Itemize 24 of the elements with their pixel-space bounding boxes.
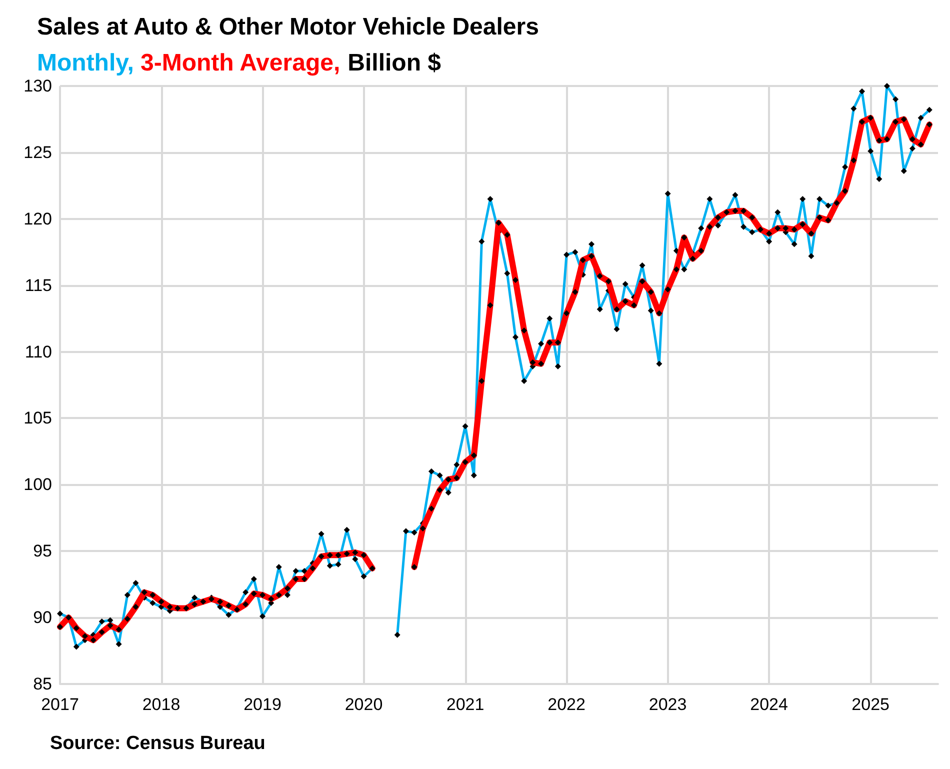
y-tick-label: 110 (24, 342, 52, 362)
text: Monthly, (37, 50, 134, 76)
y-tick-label: 125 (24, 142, 52, 162)
y-tick-label: 90 (33, 608, 52, 628)
x-tick-label: 2020 (344, 695, 383, 714)
y-tick-label: 105 (24, 408, 52, 428)
y-tick-label: 85 (33, 674, 52, 694)
chart-subtitle: Billion $ (341, 50, 442, 76)
x-tick-label: 2024 (750, 695, 788, 714)
x-tick-label: 2021 (446, 695, 484, 714)
x-tick-label: 2025 (852, 695, 890, 714)
x-tick-label: 2018 (142, 695, 180, 714)
text: 3-Month Average, (140, 50, 340, 76)
y-tick-label: 120 (24, 209, 52, 228)
y-tick-label: 95 (33, 542, 52, 561)
y-tick-label: 100 (24, 475, 52, 494)
y-tick-label: 130 (24, 76, 52, 96)
source-note: Source: Census Bureau (50, 733, 266, 754)
x-tick-label: 2023 (648, 695, 687, 714)
chart-title: Sales at Auto & Other Motor Vehicle Dealers (37, 14, 539, 40)
x-tick-label: 2019 (244, 695, 282, 714)
y-tick-label: 115 (24, 276, 52, 295)
x-tick-label: 2017 (41, 695, 79, 714)
x-tick-label: 2022 (548, 695, 586, 714)
